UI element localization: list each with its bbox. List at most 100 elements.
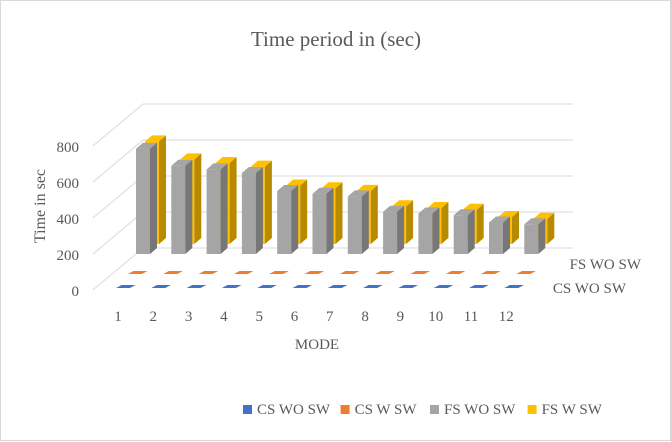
bar-fs-wo-sw-4 xyxy=(241,167,263,254)
bar-side xyxy=(255,167,263,254)
bar-cs-w-sw-12 xyxy=(516,271,536,274)
bar-side xyxy=(512,211,519,244)
bar-front xyxy=(383,211,398,254)
gridline-diagonal xyxy=(92,139,144,183)
bar-side xyxy=(503,216,510,254)
bar-side xyxy=(361,190,369,254)
bar-cs-w-sw-8 xyxy=(375,271,395,274)
bar-top xyxy=(136,142,157,149)
x-axis-label: MODE xyxy=(295,337,339,353)
bar-cs-w-sw-6 xyxy=(304,271,325,274)
x-tick-label: 4 xyxy=(220,309,228,325)
bar-side xyxy=(476,203,484,244)
bar-side xyxy=(441,202,449,244)
bar-cs-w-sw-9 xyxy=(410,271,430,274)
bar-slab xyxy=(504,285,524,288)
bar-fs-wo-sw-11 xyxy=(489,216,510,254)
bar-slab xyxy=(516,271,536,274)
bar-top xyxy=(312,187,334,194)
bar-top xyxy=(171,159,193,166)
bar-front xyxy=(489,222,503,254)
bar-top xyxy=(489,216,510,223)
bar-top xyxy=(427,202,449,208)
bar-slab xyxy=(327,285,348,288)
bar-slab xyxy=(128,271,148,274)
bar-cs-wo-sw-8 xyxy=(363,285,383,288)
bar-fs-wo-sw-5 xyxy=(277,185,299,254)
legend: CS WO SW CS W SW FS WO SW FS W SW xyxy=(243,402,603,418)
y-tick-label: 200 xyxy=(57,248,80,264)
bar-top xyxy=(215,157,237,163)
y-tick-label: 800 xyxy=(57,140,80,156)
bar-cs-wo-sw-6 xyxy=(292,285,313,288)
bar-side xyxy=(467,209,475,254)
legend-item: FS WO SW xyxy=(430,402,516,418)
bar-top xyxy=(286,179,308,186)
x-tick-label: 12 xyxy=(499,309,514,325)
gridline-diagonal xyxy=(92,103,144,147)
bar-top xyxy=(241,167,263,173)
bar-slab xyxy=(410,271,430,274)
legend-label: CS W SW xyxy=(355,402,418,418)
bar-cs-w-sw-10 xyxy=(445,271,466,274)
x-tick-label: 8 xyxy=(361,309,369,325)
bar-cs-wo-sw-12 xyxy=(504,285,524,288)
x-tick-label: 6 xyxy=(291,309,299,325)
gridline-diagonal xyxy=(92,175,144,219)
bar-front xyxy=(418,213,433,254)
bar-side xyxy=(229,157,237,244)
bar-top xyxy=(383,205,405,212)
bar-slab xyxy=(163,271,183,274)
bar-side xyxy=(538,218,546,254)
bar-front xyxy=(453,215,468,254)
bar-slab xyxy=(339,271,360,274)
bar-side xyxy=(397,205,405,254)
bar-slab xyxy=(116,285,136,288)
bar-side xyxy=(264,160,272,244)
bar-slab xyxy=(151,285,171,288)
bar-front xyxy=(206,169,221,254)
bar-top xyxy=(277,185,299,191)
bar-side xyxy=(326,187,334,254)
bar-top xyxy=(462,203,484,210)
bar-front xyxy=(171,165,186,254)
bar-top xyxy=(524,218,546,225)
bar-cs-w-sw-2 xyxy=(163,271,183,274)
legend-label: CS WO SW xyxy=(257,402,331,418)
x-tick-label: 2 xyxy=(150,309,158,325)
bar-side xyxy=(370,184,378,244)
bar-slab xyxy=(198,271,219,274)
legend-swatch xyxy=(243,405,252,414)
bar-side xyxy=(194,153,202,244)
bar-front xyxy=(312,193,327,254)
bar-cs-wo-sw-5 xyxy=(257,285,277,288)
bar-slab xyxy=(398,285,418,288)
bar-side xyxy=(159,135,166,244)
bar-slab xyxy=(481,271,501,274)
bar-cs-wo-sw-4 xyxy=(221,285,242,288)
bar-top xyxy=(250,160,272,167)
bar-fs-wo-sw-10 xyxy=(453,209,475,254)
y-axis-label: Time in sec xyxy=(32,169,49,243)
x-tick-label: 1 xyxy=(114,309,122,325)
bar-top xyxy=(145,135,166,142)
bar-side xyxy=(547,212,555,244)
bar-cs-wo-sw-3 xyxy=(186,285,207,288)
bar-cs-w-sw-4 xyxy=(233,271,254,274)
bar-top xyxy=(418,207,440,214)
bar-top xyxy=(533,212,555,219)
y-tick-label: 400 xyxy=(57,212,80,228)
bar-fs-wo-sw-9 xyxy=(418,207,440,254)
bar-cs-wo-sw-1 xyxy=(116,285,136,288)
bar-top xyxy=(356,184,378,191)
bar-slab xyxy=(221,285,242,288)
bar-slab xyxy=(363,285,383,288)
bar-slab xyxy=(445,271,466,274)
bar-side xyxy=(432,207,440,254)
bar-fs-wo-sw-2 xyxy=(171,159,193,254)
bar-front xyxy=(241,173,256,254)
y-tick-label: 0 xyxy=(72,284,80,300)
x-tick-label: 5 xyxy=(255,309,263,325)
bar-top xyxy=(180,153,202,160)
